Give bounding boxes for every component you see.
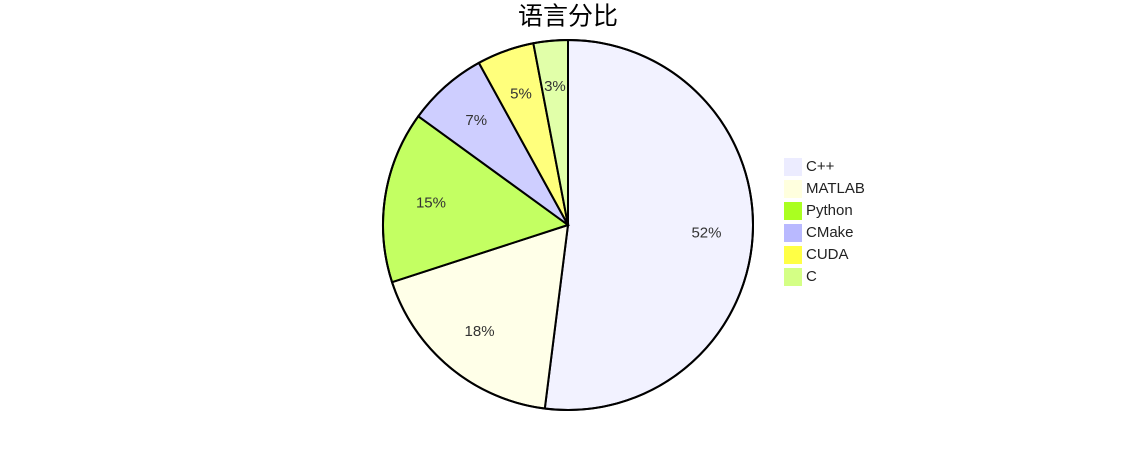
legend-label: CUDA — [806, 246, 849, 263]
slice-label: 3% — [544, 78, 566, 95]
legend: C++ MATLAB Python CMake CUDA C — [784, 158, 865, 286]
legend-label: CMake — [806, 224, 854, 241]
legend-label: Python — [806, 202, 853, 219]
slice-label: 7% — [465, 112, 487, 129]
legend-swatch — [784, 246, 802, 264]
slice-label: 52% — [691, 225, 721, 242]
pie-slice — [543, 38, 755, 411]
pie-outline — [382, 39, 754, 411]
chart-title: 语言分比 — [518, 3, 618, 31]
legend-swatch — [784, 268, 802, 286]
slice-label: 15% — [416, 194, 446, 211]
legend-swatch — [784, 224, 802, 242]
slice-label: 18% — [465, 323, 495, 340]
legend-label: MATLAB — [806, 180, 865, 197]
slice-label: 5% — [510, 85, 532, 102]
legend-swatch — [784, 202, 802, 220]
legend-swatch — [784, 180, 802, 198]
legend-swatch — [784, 158, 802, 176]
legend-label: C — [806, 268, 817, 285]
legend-label: C++ — [806, 158, 835, 175]
